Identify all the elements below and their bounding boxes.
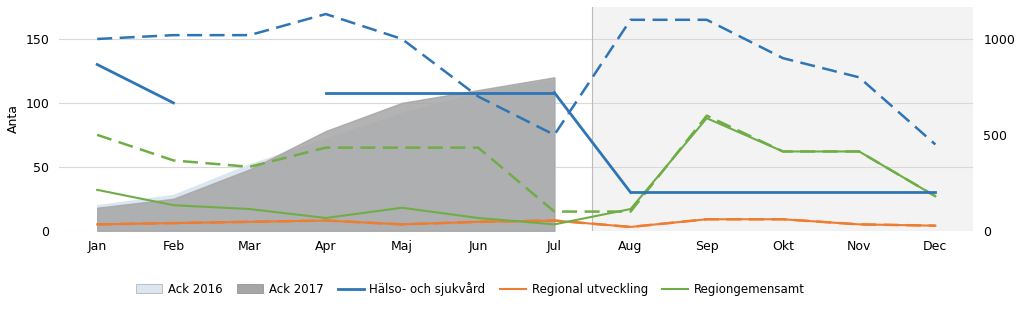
Legend: Ack 2016, Ack 2017, Hälso- och sjukvård, Regional utveckling, Regiongemensamt: Ack 2016, Ack 2017, Hälso- och sjukvård,… bbox=[132, 277, 809, 300]
Bar bbox=[593, 7, 974, 231]
Y-axis label: Anta: Anta bbox=[7, 104, 20, 133]
